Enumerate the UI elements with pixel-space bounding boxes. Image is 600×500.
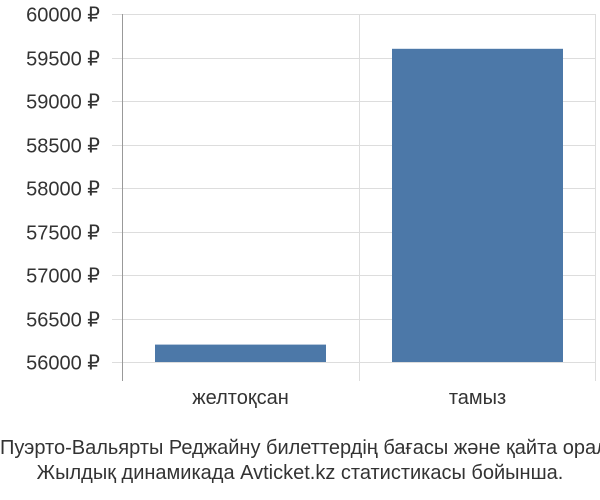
bar bbox=[392, 48, 563, 363]
gridlines bbox=[112, 14, 596, 381]
y-tick-label: 60000 ₽ bbox=[26, 5, 100, 27]
y-tick-label: 57500 ₽ bbox=[26, 223, 100, 245]
chart-caption-line-1: Пуэрто-Вальярты Реджайну билеттердің бағ… bbox=[0, 437, 600, 459]
bar-chart: 56000 ₽ 56500 ₽ 57000 ₽ 57500 ₽ 58000 ₽ 58500… bbox=[26, 5, 596, 409]
x-tick-label: желтоқсан bbox=[192, 387, 288, 409]
y-tick-labels: 56000 ₽ 56500 ₽ 57000 ₽ 57500 ₽ 58000 ₽ 58500… bbox=[26, 5, 100, 375]
y-tick-label: 56000 ₽ bbox=[26, 353, 100, 375]
x-tick-label: тамыз bbox=[449, 387, 506, 409]
y-tick-label: 57000 ₽ bbox=[26, 266, 100, 288]
y-tick-label: 59000 ₽ bbox=[26, 92, 100, 114]
y-tick-label: 56500 ₽ bbox=[26, 310, 100, 332]
chart-caption-line-2: Жылдық динамикада Avticket.kz статистика… bbox=[36, 462, 564, 484]
y-tick-label: 59500 ₽ bbox=[26, 49, 100, 71]
y-tick-label: 58500 ₽ bbox=[26, 136, 100, 158]
x-tick-labels: желтоқсан тамыз bbox=[192, 387, 506, 409]
y-tick-label: 58000 ₽ bbox=[26, 179, 100, 201]
bar bbox=[155, 344, 326, 362]
bars bbox=[155, 48, 563, 363]
